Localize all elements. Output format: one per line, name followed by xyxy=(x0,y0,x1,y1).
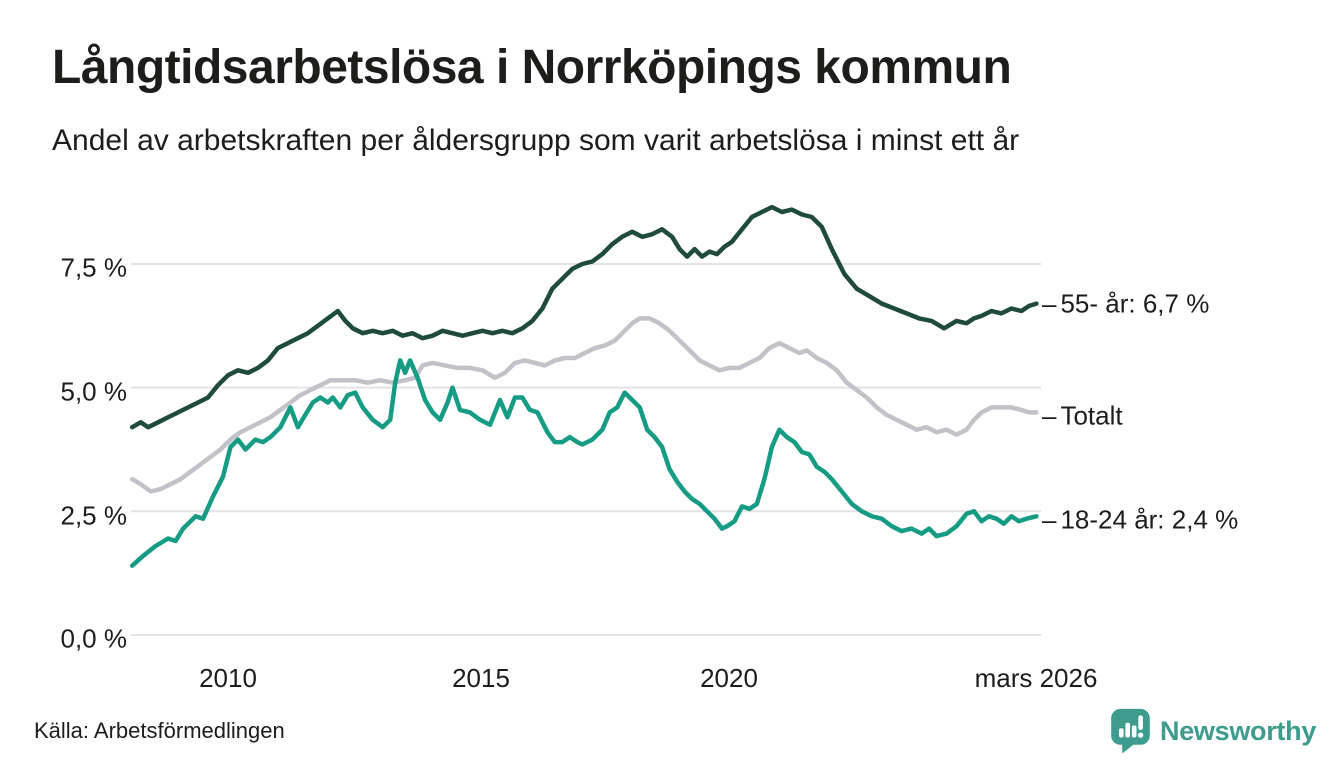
series-label-text: 55- år: 6,7 % xyxy=(1060,288,1210,319)
series-line-totalt xyxy=(129,316,1039,494)
series-label-55-ar: – 55- år: 6,7 % xyxy=(1042,289,1209,320)
label-connector-dash: – xyxy=(1042,288,1057,319)
newsworthy-wordmark: Newsworthy xyxy=(1160,715,1317,746)
newsworthy-bubble-chart-icon xyxy=(1111,708,1150,754)
x-axis-tick-2010: 2010 xyxy=(199,663,257,693)
label-connector-dash: – xyxy=(1042,504,1057,535)
series-line-55-ar xyxy=(129,204,1039,430)
series-label-totalt: – Totalt xyxy=(1042,401,1123,432)
series-label-text: Totalt xyxy=(1060,400,1123,431)
series-label-18-24-ar: – 18-24 år: 2,4 % xyxy=(1042,505,1238,536)
series-label-text: 18-24 år: 2,4 % xyxy=(1060,504,1239,535)
source-note: Källa: Arbetsförmedlingen xyxy=(34,718,285,743)
y-axis-tick-7-5: 7,5 % xyxy=(60,252,128,283)
newsworthy-logo[interactable]: Newsworthy xyxy=(1110,708,1316,754)
y-axis-tick-5-0: 5,0 % xyxy=(60,376,128,407)
page-title: Långtidsarbetslösa i Norrköpings kommun xyxy=(52,41,1012,94)
y-axis-tick-0: 0,0 % xyxy=(60,623,128,654)
x-axis-tick-2020: 2020 xyxy=(700,663,758,693)
y-axis-tick-2-5: 2,5 % xyxy=(60,500,128,531)
label-connector-dash: – xyxy=(1042,400,1057,431)
x-axis-tick-mars-2026: mars 2026 xyxy=(974,663,1098,693)
chart-subtitle: Andel av arbetskraften per åldersgrupp s… xyxy=(52,124,1020,157)
x-axis-tick-2015: 2015 xyxy=(452,663,510,693)
series-line-18-24-ar xyxy=(129,358,1039,568)
